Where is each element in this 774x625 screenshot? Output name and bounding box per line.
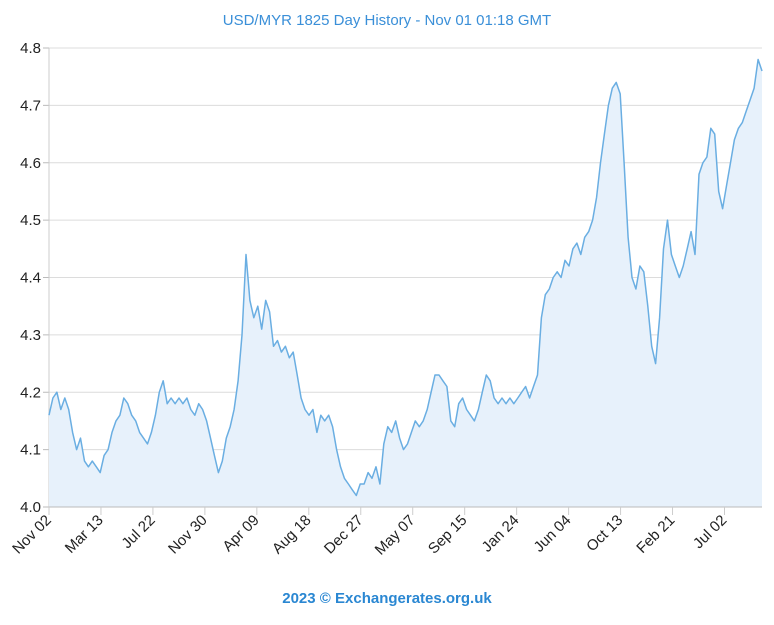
x-tick-label: Jan 24 bbox=[479, 512, 523, 556]
series-area-fill bbox=[49, 59, 762, 507]
y-tick-label: 4.0 bbox=[20, 499, 41, 516]
x-tick-label: Mar 13 bbox=[62, 512, 107, 557]
y-tick-label: 4.1 bbox=[20, 442, 41, 459]
x-tick-label: Oct 13 bbox=[583, 512, 626, 555]
y-tick-label: 4.5 bbox=[20, 212, 41, 229]
x-tick-label: Nov 30 bbox=[165, 512, 211, 558]
chart-title: USD/MYR 1825 Day History - Nov 01 01:18 … bbox=[222, 12, 552, 29]
x-tick-label: May 07 bbox=[372, 512, 419, 559]
y-tick-label: 4.8 bbox=[20, 40, 41, 57]
y-tick-label: 4.3 bbox=[20, 327, 41, 344]
x-tick-label: Apr 09 bbox=[219, 512, 262, 555]
y-tick-label: 4.4 bbox=[20, 270, 41, 287]
y-tick-label: 4.2 bbox=[20, 384, 41, 401]
x-tick-label: Dec 27 bbox=[321, 512, 367, 558]
x-tick-label: Sep 15 bbox=[425, 512, 471, 558]
x-tick-label: Nov 02 bbox=[9, 512, 55, 558]
x-tick-label: Jul 02 bbox=[690, 512, 730, 552]
x-tick-label: Feb 21 bbox=[633, 512, 678, 557]
x-tick-label: Aug 18 bbox=[269, 512, 315, 558]
copyright-footer[interactable]: 2023 © Exchangerates.org.uk bbox=[282, 590, 492, 607]
x-tick-label: Jul 22 bbox=[118, 512, 158, 552]
y-tick-label: 4.6 bbox=[20, 155, 41, 172]
y-tick-label: 4.7 bbox=[20, 97, 41, 114]
x-tick-label: Jun 04 bbox=[531, 512, 575, 556]
series-line-usd-myr bbox=[48, 58, 763, 497]
